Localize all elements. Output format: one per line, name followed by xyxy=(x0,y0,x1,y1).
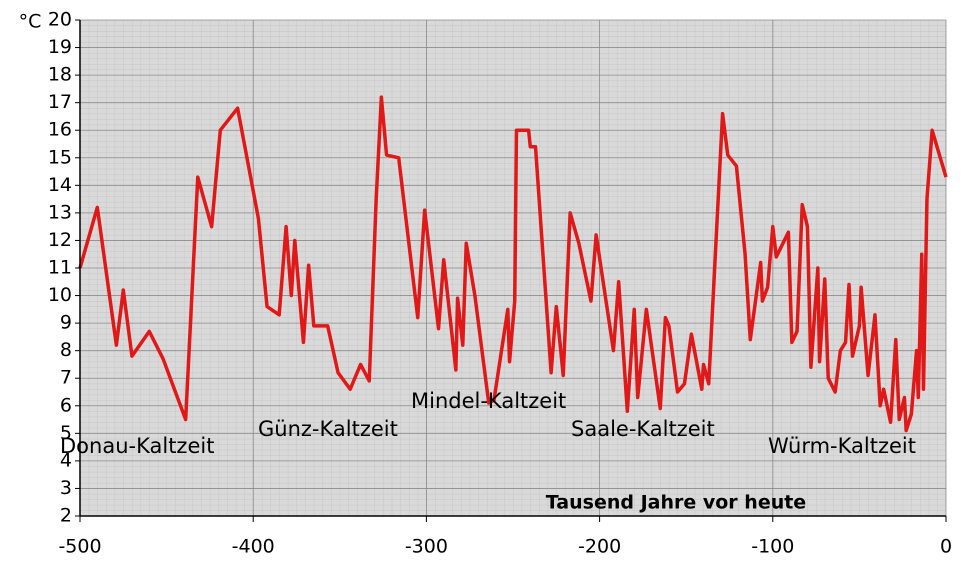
y-tick-label: 11 xyxy=(48,257,72,279)
y-tick-label: 9 xyxy=(60,312,72,334)
y-tick-label: 4 xyxy=(60,449,72,471)
y-tick-label: 13 xyxy=(48,201,72,223)
y-tick-label: 6 xyxy=(60,394,72,416)
x-tick-label: 0 xyxy=(940,536,952,558)
x-tick-label: -300 xyxy=(405,536,448,558)
y-tick-label: 15 xyxy=(48,146,72,168)
annotation: Mindel-Kaltzeit xyxy=(411,389,566,413)
x-tick-label: -100 xyxy=(751,536,794,558)
y-tick-label: 3 xyxy=(60,477,72,499)
x-tick-label: -500 xyxy=(58,536,101,558)
y-tick-label: 10 xyxy=(48,284,72,306)
y-tick-label: 12 xyxy=(48,229,72,251)
temperature-line xyxy=(78,95,948,433)
y-tick-label: 5 xyxy=(60,422,72,444)
y-tick-label: 17 xyxy=(48,91,72,113)
y-tick-label: 18 xyxy=(48,64,72,86)
y-tick-label: 8 xyxy=(60,339,72,361)
y-tick-label: 2 xyxy=(60,505,72,527)
x-axis-label: Tausend Jahre vor heute xyxy=(546,492,806,514)
annotation: Würm-Kaltzeit xyxy=(768,434,916,458)
y-tick-label: 16 xyxy=(48,119,72,141)
y-tick-label: 14 xyxy=(48,174,72,196)
y-tick-label: 7 xyxy=(60,367,72,389)
y-tick-label: 19 xyxy=(48,36,72,58)
annotation: Günz-Kaltzeit xyxy=(258,417,398,441)
annotation: Saale-Kaltzeit xyxy=(571,417,715,441)
x-tick-label: -400 xyxy=(232,536,275,558)
x-tick-label: -200 xyxy=(578,536,621,558)
annotation: Donau-Kaltzeit xyxy=(60,434,214,458)
y-unit: °C xyxy=(19,11,42,33)
y-tick-label: 20 xyxy=(48,9,72,31)
